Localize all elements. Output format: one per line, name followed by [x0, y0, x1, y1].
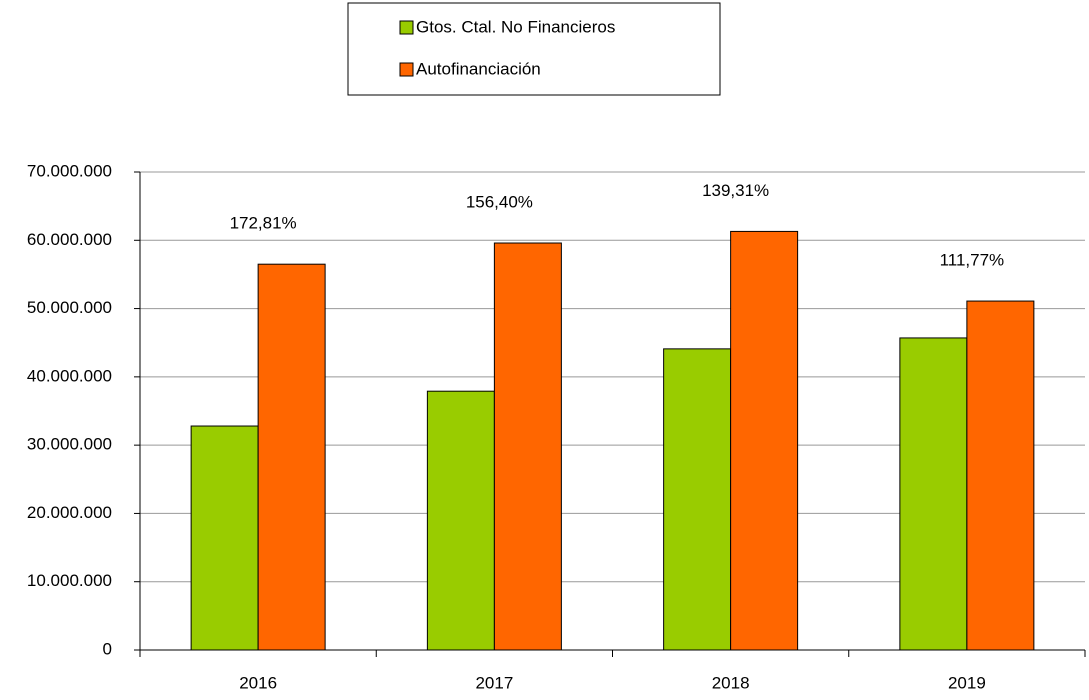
- bar: [257, 263, 326, 651]
- bar: [966, 300, 1035, 651]
- bar: [426, 390, 495, 651]
- x-tick-label: 2018: [712, 673, 750, 692]
- y-tick-label: 30.000.000: [27, 435, 112, 454]
- legend-swatch: [399, 62, 414, 77]
- legend-box: [347, 2, 721, 96]
- annotation: 111,77%: [940, 251, 1005, 270]
- x-tick-label: 2016: [239, 673, 277, 692]
- annotation: 172,81%: [230, 214, 297, 233]
- bar: [730, 230, 799, 651]
- y-tick-label: 10.000.000: [27, 571, 112, 590]
- bar: [899, 337, 968, 651]
- bar: [190, 425, 259, 651]
- legend-label: Gtos. Ctal. No Financieros: [416, 17, 615, 36]
- legend-swatch: [399, 20, 414, 35]
- y-tick-label: 20.000.000: [27, 503, 112, 522]
- bar: [493, 242, 562, 651]
- y-tick-label: 60.000.000: [27, 230, 112, 249]
- x-tick-label: 2017: [475, 673, 513, 692]
- y-tick-label: 0: [103, 639, 112, 658]
- y-tick-label: 70.000.000: [27, 161, 112, 180]
- bar: [663, 348, 732, 651]
- y-tick-label: 50.000.000: [27, 298, 112, 317]
- x-tick-label: 2019: [948, 673, 986, 692]
- annotation: 139,31%: [702, 181, 769, 200]
- legend-label: Autofinanciación: [416, 59, 541, 78]
- y-tick-label: 40.000.000: [27, 366, 112, 385]
- annotation: 156,40%: [466, 193, 533, 212]
